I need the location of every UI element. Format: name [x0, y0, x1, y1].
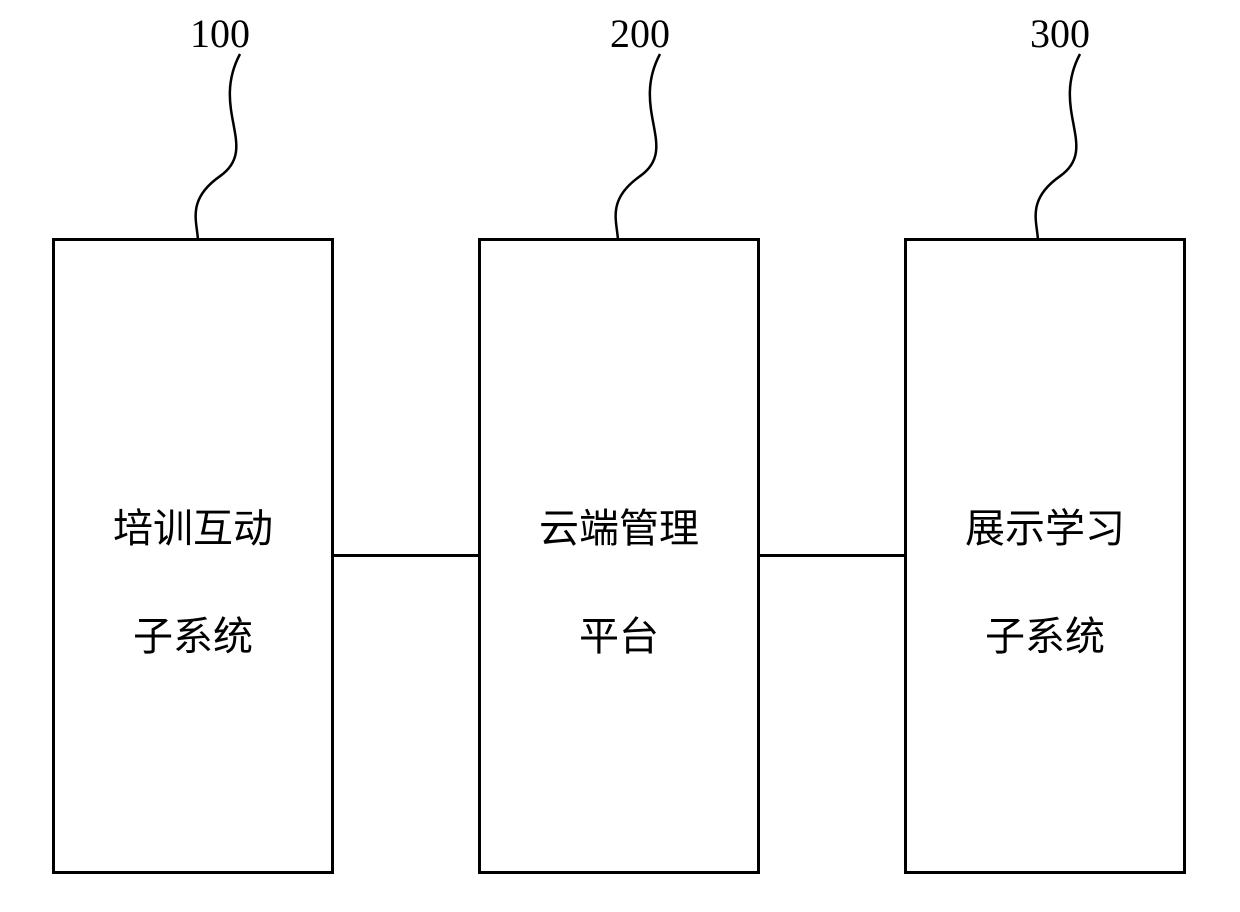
box-label-line2: 平台: [579, 614, 659, 659]
ref-label-100: 100: [190, 10, 250, 57]
box-cloud-management-platform: 云端管理 平台: [478, 238, 760, 874]
box-label: 培训互动 子系统: [113, 448, 273, 664]
box-label: 展示学习 子系统: [965, 448, 1125, 664]
box-label-line1: 云端管理: [539, 506, 699, 551]
box-label: 云端管理 平台: [539, 448, 699, 664]
leader-line-100: [170, 54, 270, 242]
ref-label-200: 200: [610, 10, 670, 57]
box-label-line2: 子系统: [985, 614, 1105, 659]
box-training-interactive-subsystem: 培训互动 子系统: [52, 238, 334, 874]
box-display-learning-subsystem: 展示学习 子系统: [904, 238, 1186, 874]
leader-line-200: [590, 54, 690, 242]
diagram-canvas: 100 培训互动 子系统 200 云端管理 平台 300 展示学习 子系统: [0, 0, 1240, 912]
box-label-line2: 子系统: [133, 614, 253, 659]
leader-line-300: [1010, 54, 1110, 242]
ref-label-300: 300: [1030, 10, 1090, 57]
box-label-line1: 展示学习: [965, 506, 1125, 551]
connector-n1-n2: [334, 554, 478, 557]
box-label-line1: 培训互动: [113, 506, 273, 551]
connector-n2-n3: [760, 554, 904, 557]
